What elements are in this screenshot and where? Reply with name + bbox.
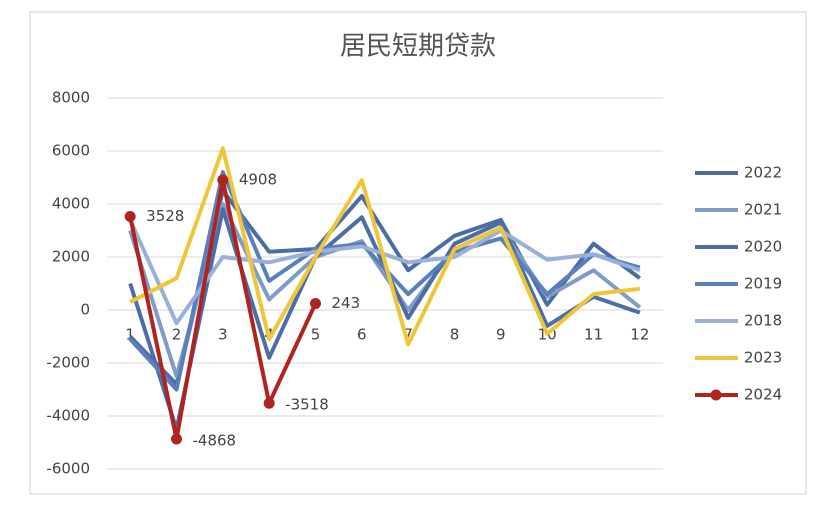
x-tick-label: 11 <box>584 326 603 344</box>
marker <box>124 211 136 223</box>
legend-label: 2024 <box>744 386 782 404</box>
y-tick-label: 2000 <box>52 248 90 266</box>
data-label: 4908 <box>239 170 277 188</box>
x-tick-label: 2 <box>172 326 182 344</box>
legend-label: 2023 <box>744 349 782 367</box>
y-tick-label: 8000 <box>52 89 90 107</box>
y-tick-label: 4000 <box>52 195 90 213</box>
y-tick-label: -4000 <box>46 407 90 425</box>
data-label: 3528 <box>146 207 184 225</box>
x-tick-label: 9 <box>496 326 506 344</box>
marker <box>310 298 321 310</box>
x-tick-label: 7 <box>403 326 413 344</box>
series-line <box>129 146 641 347</box>
x-tick-label: 1 <box>125 326 135 344</box>
x-tick-label: 6 <box>357 326 367 344</box>
x-tick-label: 12 <box>630 326 649 344</box>
legend-label: 2022 <box>744 164 782 182</box>
chart-title: 居民短期贷款 <box>340 32 496 62</box>
y-tick-label: 6000 <box>52 142 90 160</box>
y-tick-label: -6000 <box>46 460 90 478</box>
legend-label: 2018 <box>744 312 782 330</box>
marker <box>263 397 275 409</box>
data-label: -4868 <box>193 432 237 450</box>
legend-label: 2021 <box>744 201 782 219</box>
legend-marker <box>710 389 722 401</box>
legend-label: 2019 <box>744 275 782 293</box>
x-tick-label: 5 <box>311 326 321 344</box>
x-tick-label: 8 <box>450 326 460 344</box>
data-label: -3518 <box>285 396 329 414</box>
x-tick-label: 3 <box>218 326 228 344</box>
y-tick-label: -2000 <box>46 354 90 372</box>
marker <box>217 174 229 186</box>
marker <box>171 433 182 445</box>
chart-frame <box>29 11 807 495</box>
series-line <box>128 219 641 326</box>
legend-label: 2020 <box>744 238 782 256</box>
data-label: 243 <box>332 294 361 312</box>
y-tick-label: 0 <box>80 301 90 319</box>
